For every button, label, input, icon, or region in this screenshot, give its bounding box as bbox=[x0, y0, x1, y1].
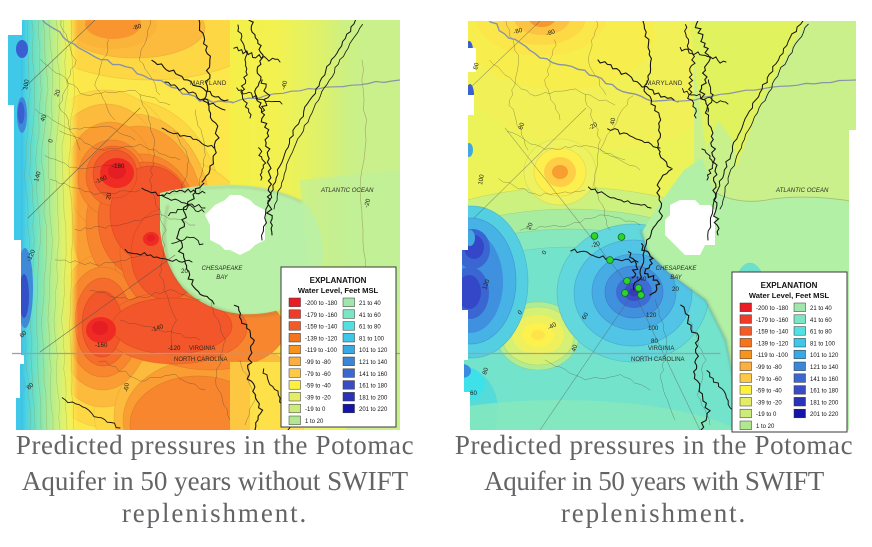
svg-text:121 to 140: 121 to 140 bbox=[810, 365, 839, 371]
svg-text:60: 60 bbox=[581, 311, 591, 321]
svg-text:20: 20 bbox=[525, 221, 534, 231]
svg-text:-179 to -160: -179 to -160 bbox=[305, 313, 338, 319]
svg-text:-99 to -80: -99 to -80 bbox=[756, 365, 782, 371]
svg-text:NORTH CAROLINA: NORTH CAROLINA bbox=[631, 357, 685, 363]
svg-text:-159 to -140: -159 to -140 bbox=[756, 330, 789, 336]
svg-text:80: 80 bbox=[481, 366, 490, 375]
svg-text:1 to 20: 1 to 20 bbox=[756, 424, 775, 430]
svg-text:-160: -160 bbox=[94, 174, 109, 186]
svg-text:-19 to 0: -19 to 0 bbox=[756, 412, 777, 418]
svg-text:40: 40 bbox=[39, 113, 48, 122]
svg-text:0: 0 bbox=[541, 249, 549, 256]
svg-text:-59 to -40: -59 to -40 bbox=[305, 384, 331, 390]
svg-text:140: 140 bbox=[636, 276, 647, 283]
svg-text:41 to 60: 41 to 60 bbox=[359, 313, 381, 319]
svg-text:101 to 120: 101 to 120 bbox=[359, 348, 388, 354]
svg-text:-80: -80 bbox=[545, 28, 556, 38]
svg-text:141 to 160: 141 to 160 bbox=[359, 372, 388, 378]
svg-text:-139 to -120: -139 to -120 bbox=[756, 341, 789, 347]
svg-text:61 to 80: 61 to 80 bbox=[359, 325, 381, 331]
svg-text:-59 to -40: -59 to -40 bbox=[756, 389, 782, 395]
svg-text:MARYLAND: MARYLAND bbox=[646, 80, 683, 87]
svg-text:20: 20 bbox=[105, 192, 113, 201]
svg-text:EXPLANATION: EXPLANATION bbox=[761, 281, 818, 290]
svg-text:CHESAPEAKE: CHESAPEAKE bbox=[202, 266, 244, 272]
svg-text:201 to 220: 201 to 220 bbox=[810, 412, 839, 418]
svg-text:-159 to -140: -159 to -140 bbox=[305, 325, 338, 331]
svg-text:-40: -40 bbox=[547, 321, 559, 332]
svg-text:20: 20 bbox=[181, 268, 188, 275]
svg-text:-40: -40 bbox=[280, 80, 289, 91]
svg-text:60: 60 bbox=[472, 62, 481, 71]
svg-text:21 to 40: 21 to 40 bbox=[810, 306, 832, 312]
svg-text:40: 40 bbox=[609, 117, 617, 126]
svg-text:121 to 140: 121 to 140 bbox=[359, 360, 388, 366]
svg-text:161 to 180: 161 to 180 bbox=[359, 384, 388, 390]
svg-text:-39 to -20: -39 to -20 bbox=[756, 400, 782, 406]
svg-text:120: 120 bbox=[646, 312, 657, 319]
svg-text:101 to 120: 101 to 120 bbox=[810, 353, 839, 359]
svg-text:-119 to -100: -119 to -100 bbox=[305, 348, 338, 354]
svg-text:VIRGINIA: VIRGINIA bbox=[648, 346, 674, 352]
svg-text:-80: -80 bbox=[132, 23, 143, 32]
svg-text:MARYLAND: MARYLAND bbox=[190, 80, 227, 87]
svg-text:-79 to -60: -79 to -60 bbox=[756, 377, 782, 383]
svg-text:-80: -80 bbox=[513, 27, 524, 36]
svg-text:ATLANTIC OCEAN: ATLANTIC OCEAN bbox=[775, 187, 829, 194]
svg-text:21 to 40: 21 to 40 bbox=[359, 301, 381, 307]
svg-text:-99 to -80: -99 to -80 bbox=[305, 360, 331, 366]
svg-text:20: 20 bbox=[53, 88, 62, 97]
svg-text:BAY: BAY bbox=[670, 275, 683, 281]
svg-text:61 to 80: 61 to 80 bbox=[810, 330, 832, 336]
svg-text:161 to 180: 161 to 180 bbox=[810, 389, 839, 395]
svg-text:80: 80 bbox=[517, 121, 526, 130]
svg-text:BAY: BAY bbox=[216, 275, 229, 281]
svg-text:CHESAPEAKE: CHESAPEAKE bbox=[656, 266, 698, 272]
svg-text:-119 to -100: -119 to -100 bbox=[756, 353, 789, 359]
svg-text:Water Level, Feet MSL: Water Level, Feet MSL bbox=[749, 291, 830, 300]
svg-text:140: 140 bbox=[33, 170, 43, 182]
svg-text:NORTH CAROLINA: NORTH CAROLINA bbox=[174, 357, 228, 363]
svg-text:-19 to 0: -19 to 0 bbox=[305, 407, 326, 413]
svg-text:141 to 160: 141 to 160 bbox=[810, 377, 839, 383]
svg-text:-39 to -20: -39 to -20 bbox=[305, 395, 331, 401]
svg-text:60: 60 bbox=[18, 329, 28, 339]
svg-text:60: 60 bbox=[470, 390, 477, 397]
svg-text:40: 40 bbox=[570, 343, 579, 352]
svg-text:100: 100 bbox=[477, 173, 486, 185]
svg-text:181 to 200: 181 to 200 bbox=[359, 395, 388, 401]
svg-text:181 to 200: 181 to 200 bbox=[810, 400, 839, 406]
svg-text:-60: -60 bbox=[123, 382, 131, 392]
svg-text:100: 100 bbox=[648, 325, 659, 332]
svg-text:-200 to -180: -200 to -180 bbox=[305, 301, 338, 307]
svg-text:VIRGINIA: VIRGINIA bbox=[189, 346, 215, 352]
svg-text:100: 100 bbox=[22, 78, 31, 90]
svg-text:0: 0 bbox=[47, 138, 55, 144]
svg-text:-200 to -180: -200 to -180 bbox=[756, 306, 789, 312]
svg-text:ATLANTIC OCEAN: ATLANTIC OCEAN bbox=[320, 187, 374, 194]
svg-text:-20: -20 bbox=[588, 121, 600, 132]
svg-text:80: 80 bbox=[651, 338, 658, 345]
svg-text:120: 120 bbox=[481, 278, 491, 291]
svg-text:-120: -120 bbox=[25, 248, 37, 263]
svg-text:-140: -140 bbox=[150, 323, 165, 334]
svg-text:201 to 220: 201 to 220 bbox=[359, 407, 388, 413]
svg-text:1 to 20: 1 to 20 bbox=[305, 419, 324, 425]
svg-text:-79 to -60: -79 to -60 bbox=[305, 372, 331, 378]
svg-text:EXPLANATION: EXPLANATION bbox=[310, 276, 367, 285]
svg-text:81 to 100: 81 to 100 bbox=[359, 336, 385, 342]
svg-text:Water Level, Feet MSL: Water Level, Feet MSL bbox=[298, 286, 379, 295]
svg-text:80: 80 bbox=[25, 381, 35, 391]
svg-text:-180: -180 bbox=[112, 163, 125, 170]
svg-text:20: 20 bbox=[672, 286, 679, 293]
svg-text:-20: -20 bbox=[363, 198, 372, 209]
svg-text:81 to 100: 81 to 100 bbox=[810, 341, 836, 347]
svg-text:-179 to -160: -179 to -160 bbox=[756, 318, 789, 324]
svg-text:0: 0 bbox=[516, 309, 524, 317]
svg-text:-20: -20 bbox=[590, 240, 601, 250]
svg-text:41 to 60: 41 to 60 bbox=[810, 318, 832, 324]
svg-text:-160: -160 bbox=[95, 342, 108, 349]
svg-text:-120: -120 bbox=[168, 345, 181, 352]
svg-text:-139 to -120: -139 to -120 bbox=[305, 336, 338, 342]
